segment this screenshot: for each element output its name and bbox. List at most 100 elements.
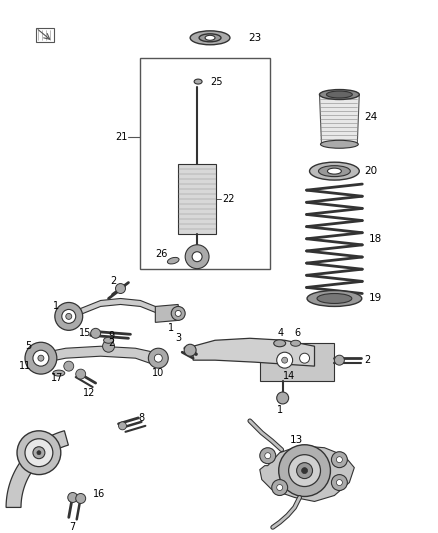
Circle shape <box>116 284 125 294</box>
Circle shape <box>184 344 196 356</box>
Ellipse shape <box>199 34 221 42</box>
Circle shape <box>68 492 78 503</box>
Text: 2: 2 <box>364 355 371 365</box>
Ellipse shape <box>319 90 359 100</box>
Ellipse shape <box>310 162 359 180</box>
Polygon shape <box>260 446 354 502</box>
Circle shape <box>37 451 41 455</box>
Circle shape <box>332 451 347 467</box>
Circle shape <box>302 467 307 474</box>
Text: 6: 6 <box>295 328 301 338</box>
Text: 10: 10 <box>152 368 165 378</box>
Text: 1: 1 <box>168 324 174 333</box>
Text: 19: 19 <box>369 294 382 303</box>
Circle shape <box>335 355 344 365</box>
Ellipse shape <box>317 294 352 303</box>
Polygon shape <box>319 94 359 144</box>
Text: 7: 7 <box>69 522 75 532</box>
Circle shape <box>25 439 53 466</box>
Polygon shape <box>69 298 168 320</box>
Ellipse shape <box>326 91 352 98</box>
Text: 24: 24 <box>364 112 378 123</box>
Text: 14: 14 <box>283 371 295 381</box>
Circle shape <box>148 348 168 368</box>
Text: 17: 17 <box>51 373 63 383</box>
Circle shape <box>297 463 313 479</box>
Bar <box>36 28 54 42</box>
Circle shape <box>38 355 44 361</box>
Circle shape <box>332 474 347 490</box>
Circle shape <box>76 369 86 379</box>
Circle shape <box>55 302 83 330</box>
Text: 25: 25 <box>210 77 223 86</box>
Circle shape <box>279 445 330 496</box>
Bar <box>260 343 335 381</box>
Ellipse shape <box>274 340 286 347</box>
Text: 8: 8 <box>138 413 145 423</box>
Text: 3: 3 <box>175 333 181 343</box>
Circle shape <box>265 453 271 459</box>
Circle shape <box>102 340 114 352</box>
Circle shape <box>260 448 276 464</box>
Polygon shape <box>41 346 158 366</box>
Ellipse shape <box>318 166 350 176</box>
Circle shape <box>25 342 57 374</box>
Circle shape <box>62 310 76 324</box>
Text: 11: 11 <box>19 361 31 371</box>
Circle shape <box>185 245 209 269</box>
Text: 4: 4 <box>278 328 284 338</box>
Ellipse shape <box>167 257 179 264</box>
Circle shape <box>33 447 45 459</box>
Text: 20: 20 <box>364 166 378 176</box>
Circle shape <box>192 252 202 262</box>
Polygon shape <box>193 338 314 366</box>
Polygon shape <box>6 431 68 507</box>
Circle shape <box>119 422 127 430</box>
Text: 26: 26 <box>155 249 168 259</box>
Ellipse shape <box>291 340 300 346</box>
Circle shape <box>300 353 310 363</box>
Circle shape <box>76 494 86 504</box>
Circle shape <box>336 457 343 463</box>
Circle shape <box>64 361 74 371</box>
Text: 21: 21 <box>115 132 127 142</box>
Text: 9: 9 <box>109 332 115 341</box>
Circle shape <box>91 328 101 338</box>
Circle shape <box>272 480 288 496</box>
Circle shape <box>17 431 61 474</box>
Text: 2: 2 <box>109 338 115 348</box>
Text: 5: 5 <box>25 341 31 351</box>
Text: 2: 2 <box>110 276 117 286</box>
Ellipse shape <box>53 370 65 376</box>
Ellipse shape <box>103 337 113 343</box>
Text: 1: 1 <box>53 302 59 311</box>
Text: 1: 1 <box>277 405 283 415</box>
Bar <box>141 58 270 269</box>
Circle shape <box>66 313 72 319</box>
Circle shape <box>336 480 343 486</box>
Ellipse shape <box>328 168 341 174</box>
Text: 12: 12 <box>83 388 95 398</box>
Text: 16: 16 <box>93 489 105 499</box>
Ellipse shape <box>194 79 202 84</box>
Circle shape <box>171 306 185 320</box>
Circle shape <box>289 455 321 487</box>
Ellipse shape <box>307 290 362 306</box>
Polygon shape <box>155 304 178 322</box>
Text: 23: 23 <box>248 33 261 43</box>
Ellipse shape <box>205 35 215 41</box>
Circle shape <box>282 357 288 363</box>
Text: 18: 18 <box>369 234 382 244</box>
Text: 13: 13 <box>290 435 303 445</box>
Ellipse shape <box>190 31 230 45</box>
Circle shape <box>154 354 162 362</box>
Circle shape <box>33 350 49 366</box>
Circle shape <box>175 310 181 317</box>
Text: 22: 22 <box>222 194 234 204</box>
Bar <box>178 164 216 234</box>
Circle shape <box>277 392 289 404</box>
Text: 15: 15 <box>79 328 91 338</box>
Circle shape <box>277 352 293 368</box>
Circle shape <box>277 484 283 490</box>
Ellipse shape <box>321 140 358 148</box>
